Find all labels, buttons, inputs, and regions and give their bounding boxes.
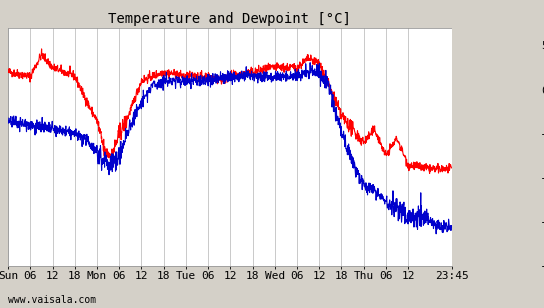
Text: Temperature and Dewpoint [°C]: Temperature and Dewpoint [°C] bbox=[108, 12, 351, 26]
Text: www.vaisala.com: www.vaisala.com bbox=[8, 295, 96, 305]
